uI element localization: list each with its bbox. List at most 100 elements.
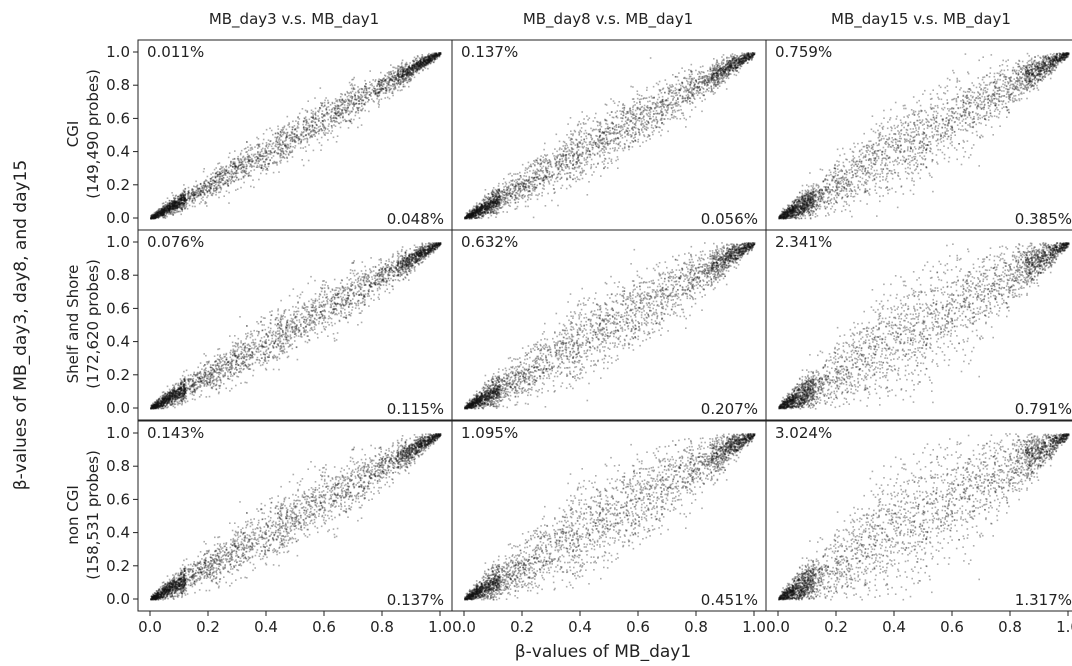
scatter-point	[404, 63, 407, 65]
scatter-point	[578, 131, 580, 133]
scatter-point	[257, 153, 259, 155]
scatter-point	[245, 170, 247, 173]
scatter-point	[416, 61, 418, 64]
scatter-point	[274, 150, 276, 152]
scatter-point	[335, 110, 337, 112]
scatter-point	[513, 180, 516, 183]
scatter-point	[662, 123, 665, 126]
scatter-point	[274, 136, 276, 139]
scatter-point	[297, 116, 299, 119]
scatter-point	[221, 178, 224, 180]
scatter-point	[318, 120, 320, 122]
scatter-point	[199, 183, 202, 185]
scatter-point	[326, 106, 328, 109]
scatter-point	[407, 72, 409, 74]
scatter-point	[289, 151, 292, 154]
scatter-point	[174, 201, 176, 204]
scatter-point	[433, 56, 436, 59]
scatter-point	[603, 163, 605, 165]
scatter-point	[152, 217, 155, 220]
scatter-point	[642, 117, 644, 120]
scatter-point	[233, 157, 236, 160]
scatter-point	[258, 160, 260, 162]
scatter-point	[620, 127, 622, 129]
scatter-point	[340, 112, 342, 114]
scatter-point	[500, 200, 502, 203]
scatter-point	[350, 100, 352, 102]
scatter-point	[400, 79, 402, 81]
scatter-point	[170, 208, 173, 210]
scatter-point	[168, 202, 170, 205]
scatter-point	[280, 147, 283, 149]
scatter-point	[159, 211, 162, 214]
scatter-point	[154, 216, 157, 219]
scatter-point	[383, 80, 385, 82]
scatter-point	[170, 201, 173, 204]
scatter-point	[246, 153, 249, 156]
scatter-point	[287, 147, 289, 149]
scatter-point	[175, 204, 178, 206]
scatter-point	[245, 163, 248, 166]
scatter-point	[151, 217, 153, 220]
scatter-point	[378, 106, 380, 108]
row-label-name: non CGI	[64, 485, 82, 544]
scatter-point	[422, 61, 424, 64]
scatter-point	[257, 162, 259, 164]
scatter-point	[339, 126, 342, 129]
scatter-point	[377, 92, 379, 94]
scatter-point	[194, 198, 196, 201]
scatter-point	[220, 181, 222, 183]
scatter-point	[180, 195, 183, 197]
scatter-point	[520, 176, 522, 179]
scatter-point	[250, 175, 252, 177]
scatter-point	[402, 69, 405, 72]
scatter-point	[368, 93, 371, 96]
scatter-point	[279, 153, 281, 155]
scatter-point	[379, 91, 381, 93]
scatter-point	[526, 189, 528, 191]
scatter-point	[235, 172, 238, 174]
scatter-point	[400, 66, 403, 68]
scatter-point	[183, 203, 185, 205]
scatter-point	[410, 72, 413, 75]
scatter-point	[528, 177, 531, 179]
scatter-point	[436, 54, 439, 57]
scatter-point	[253, 186, 255, 189]
scatter-panel: 0.011%0.048%0.00.20.40.60.81.0	[106, 39, 453, 231]
scatter-point	[395, 77, 397, 80]
scatter-point	[195, 194, 197, 196]
scatter-point	[182, 194, 185, 197]
scatter-point	[251, 160, 253, 163]
scatter-point	[398, 76, 400, 79]
scatter-point	[339, 108, 341, 110]
scatter-point	[259, 164, 261, 166]
scatter-point	[432, 58, 434, 60]
scatter-point	[170, 204, 173, 207]
scatter-point	[561, 158, 563, 160]
scatter-point	[401, 67, 404, 69]
scatter-point	[392, 78, 394, 81]
scatter-point	[419, 63, 421, 66]
scatter-point	[236, 176, 238, 179]
scatter-point	[312, 114, 314, 117]
scatter-point	[599, 155, 601, 158]
scatter-point	[362, 99, 364, 102]
scatter-point	[394, 88, 397, 90]
scatter-point	[192, 199, 194, 202]
scatter-point	[311, 136, 314, 138]
scatter-point	[390, 84, 393, 87]
scatter-point	[412, 71, 414, 73]
scatter-point	[204, 194, 206, 196]
scatter-point	[159, 213, 162, 216]
scatter-point	[262, 147, 264, 150]
scatter-point	[359, 96, 361, 98]
scatter-point	[428, 56, 430, 59]
scatter-point	[319, 87, 322, 89]
scatter-point	[226, 183, 229, 185]
scatter-point	[314, 130, 316, 132]
scatter-point	[344, 106, 346, 109]
scatter-point	[182, 204, 185, 207]
scatter-point	[396, 71, 399, 73]
scatter-point	[411, 73, 414, 76]
scatter-point	[163, 214, 165, 216]
